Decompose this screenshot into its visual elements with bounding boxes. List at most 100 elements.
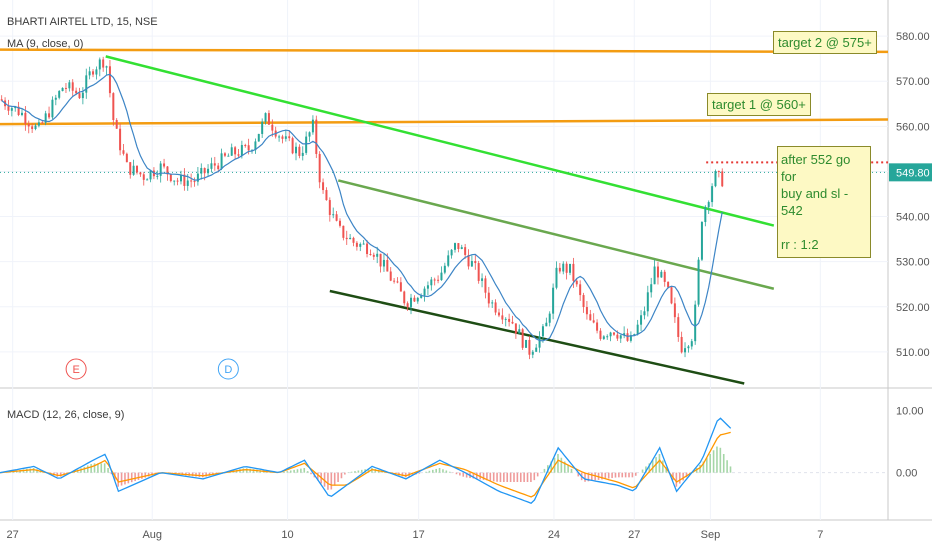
candle-body [227,155,230,157]
candle-body [207,168,210,174]
candle-body [237,154,240,156]
candle-body [366,243,369,255]
candle-body [491,302,494,304]
candle-body [497,312,500,316]
macd-histogram-bar [286,471,289,473]
last-price-label: 549.80 [896,167,930,179]
candle-body [115,120,118,129]
candle-body [267,113,270,125]
macd-histogram-bar [489,472,492,481]
macd-histogram-bar [327,472,329,490]
macd-histogram-bar [719,447,722,473]
candle-body [146,179,149,181]
candle-body [166,166,169,175]
candle-body [85,75,88,93]
candle-body [217,165,220,170]
candle-body [298,146,301,156]
candle-body [376,253,379,257]
candle-body [565,263,568,273]
target1-annotation[interactable]: target 1 @ 560+ [707,93,811,116]
candle-body [281,136,284,139]
macd-histogram-bar [519,472,522,482]
trendlines[interactable] [105,55,775,385]
macd-histogram-bar [475,472,478,479]
candle-body [119,128,122,151]
candle-body [629,335,632,341]
candle-body [355,242,358,247]
price-tick-label: 580.00 [896,31,930,43]
candle-body [528,339,531,355]
candle-body [322,182,325,191]
candle-body [68,82,71,89]
candle-body [555,267,558,288]
candle-body [585,307,588,315]
candle-body [396,281,399,283]
macd-tick-label: 10.00 [896,405,924,417]
macd-histogram-bar [86,465,89,473]
candle-body [48,113,51,118]
macd-histogram-bar [560,457,563,473]
candle-body [325,190,328,201]
candle-body [17,106,20,115]
candle-body [609,332,612,337]
macd-histogram-bar [584,472,586,482]
candle-body [592,320,595,323]
price-axis[interactable]: 580.00570.00560.00550.00540.00530.00520.… [889,31,932,480]
candle-body [95,69,98,75]
candle-body [457,243,460,250]
price-tick-label: 520.00 [896,302,930,314]
macd-histogram-bar [492,472,495,482]
macd-histogram-bar [557,454,559,473]
candle-body [102,59,105,68]
macd-histogram-bar [130,472,133,483]
candle-body [525,339,528,348]
moving-average [1,73,723,342]
macd-histogram-bar [634,472,637,476]
candle-body [589,314,592,321]
macd-histogram-bar [117,472,119,487]
time-axis[interactable]: 27 Aug 10 17 24 27 Sep 7 [7,529,824,541]
candle-body [345,237,348,240]
candle-body [14,106,17,109]
macd-histogram-bar [678,472,681,484]
candle-body [244,145,247,147]
candle-body [535,347,538,352]
candle-body [81,92,84,99]
candle-body [487,292,490,304]
time-tick-label: Sep [701,529,721,541]
macd-histogram-bar [536,472,539,477]
candle-body [125,153,128,163]
last-price-badge [889,163,932,182]
candle-body [382,259,385,267]
macd-histogram-bar [83,466,86,473]
candle-body [558,267,561,272]
macd-histogram-bar [706,457,708,473]
target1-line [0,118,889,126]
macd-histogram-bar [658,454,661,473]
candle-body [44,113,47,123]
macd-histogram-bar [702,461,705,473]
trade-note-annotation[interactable]: after 552 go for buy and sl - 542 rr : 1… [777,146,871,258]
macd-histogram-bar [611,472,613,479]
candle-body [183,174,186,186]
macd-histogram-bar [323,472,326,487]
candle-body [626,333,629,341]
macd-histogram-bar [496,472,498,482]
macd-histogram-bar [147,472,150,477]
candle-body [71,82,74,91]
candle-body [129,162,132,175]
target2-annotation[interactable]: target 2 @ 575+ [773,31,877,54]
candle-body [663,271,666,282]
macd-histogram-bar [607,472,610,479]
candle-body [514,323,517,334]
candle-body [20,112,23,115]
macd-histogram-bar [97,463,99,473]
macd-histogram-bar [648,463,651,473]
candle-body [54,97,57,100]
macd-histogram-bar [567,465,569,473]
macd-indicator-label[interactable]: MACD (12, 26, close, 9) [7,409,125,421]
candle-body [572,263,575,281]
ma-indicator-label[interactable]: MA (9, close, 0) [7,38,84,50]
